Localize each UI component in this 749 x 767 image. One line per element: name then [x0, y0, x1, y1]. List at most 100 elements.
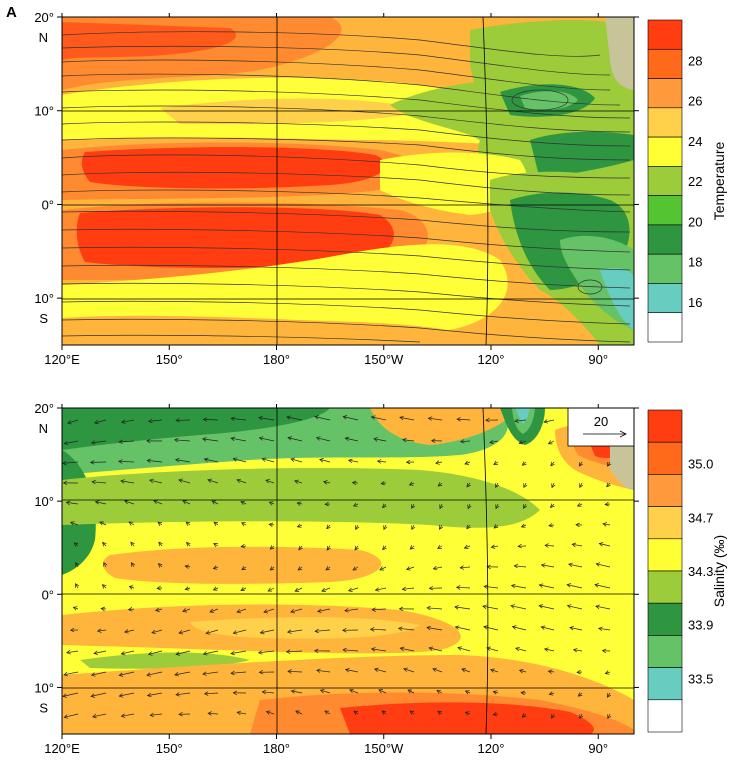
vector-arrow	[269, 545, 275, 550]
vector-arrowhead	[205, 630, 211, 635]
vector-arrow	[378, 689, 387, 694]
vector-arrowhead	[543, 419, 548, 424]
vector-arrow	[262, 691, 275, 694]
vector-arrowhead	[547, 669, 553, 674]
colorbar-swatch	[647, 224, 683, 255]
vector-arrow	[435, 461, 443, 464]
vector-arrow	[297, 524, 303, 528]
colorbar-swatch	[647, 166, 683, 196]
vector-arrow	[321, 587, 331, 592]
vector-arrow	[182, 608, 191, 612]
vector-arrow	[241, 545, 247, 547]
vector-arrow	[465, 711, 471, 715]
vector-arrow	[128, 521, 135, 526]
vector-arrowhead	[261, 457, 267, 462]
vector-arrowhead	[369, 627, 375, 632]
vector-arrow	[603, 523, 611, 526]
vector-arrow	[147, 460, 163, 463]
vector-arrowhead	[382, 545, 387, 551]
vector-arrowhead	[523, 483, 528, 489]
colorbar-swatch	[647, 602, 683, 636]
colorbar-tick-label: 18	[688, 255, 702, 270]
vector-arrowhead	[149, 478, 154, 484]
vector-arrowhead	[548, 523, 553, 528]
vector-arrow	[158, 563, 163, 568]
vector-arrowhead	[606, 693, 612, 698]
vector-arrowhead	[427, 416, 433, 421]
vector-arrowhead	[572, 648, 578, 653]
reference-vector-key: 20	[567, 407, 635, 447]
vector-arrowhead	[511, 625, 517, 630]
x-tick-label: 150°	[156, 741, 183, 756]
vector-arrow	[545, 544, 555, 547]
vector-arrow	[129, 586, 135, 589]
vector-arrow	[149, 479, 163, 484]
vector-arrow	[269, 566, 275, 571]
vector-arrow	[64, 440, 79, 444]
y-tick-label: 10°	[34, 494, 54, 509]
vector-arrowhead	[326, 524, 331, 530]
x-tick-label: 90°	[588, 741, 608, 756]
vector-arrowhead	[321, 587, 326, 592]
vector-arrowhead	[579, 714, 584, 720]
vector-arrowhead	[595, 562, 601, 567]
vector-arrow	[121, 419, 135, 423]
colorbar-swatch	[647, 506, 683, 540]
vector-arrowhead	[90, 672, 96, 677]
vector-arrowhead	[598, 542, 604, 547]
vector-arrowhead	[146, 692, 152, 698]
vector-arrowhead	[155, 607, 160, 612]
vector-arrowhead	[69, 627, 75, 633]
vector-arrow	[407, 689, 415, 694]
vector-arrowhead	[103, 561, 108, 567]
vector-arrowhead	[149, 712, 154, 718]
vector-arrowhead	[342, 647, 347, 653]
vector-arrow	[345, 669, 359, 673]
vector-arrow	[466, 482, 471, 488]
vector-arrowhead	[342, 627, 347, 633]
vector-arrow	[185, 587, 191, 590]
vector-arrow	[323, 481, 331, 484]
vector-arrowhead	[230, 436, 236, 442]
vector-arrowhead	[118, 459, 123, 464]
vector-arrowhead	[604, 670, 610, 675]
vector-arrowhead	[322, 480, 328, 485]
vector-arrow	[402, 439, 415, 442]
vector-arrowhead	[72, 606, 78, 611]
vector-arrow	[148, 650, 163, 655]
vector-arrow	[427, 607, 443, 610]
vector-arrow	[236, 479, 247, 484]
vector-arrowhead	[175, 692, 180, 697]
vector-arrowhead	[409, 710, 415, 715]
vector-arrowhead	[91, 479, 96, 485]
vector-arrowhead	[268, 522, 274, 527]
vector-arrow	[382, 503, 387, 508]
field-region	[80, 652, 250, 669]
vector-arrowhead	[263, 609, 268, 614]
vector-arrowhead	[464, 460, 470, 465]
y-tick-hemisphere: N	[39, 30, 48, 45]
vector-arrow	[512, 626, 527, 631]
vector-arrowhead	[65, 500, 71, 506]
vector-arrow	[92, 481, 107, 484]
vector-arrowhead	[383, 525, 388, 531]
velocity-vectors	[62, 415, 612, 720]
vector-arrow	[456, 586, 471, 589]
vector-arrow	[241, 522, 247, 526]
vector-arrow	[269, 501, 275, 505]
vector-arrowhead	[437, 710, 442, 715]
vector-arrowhead	[521, 713, 527, 718]
vector-arrowhead	[212, 565, 218, 570]
vector-arrowhead	[213, 521, 219, 526]
vector-arrowhead	[157, 521, 163, 526]
vector-arrowhead	[96, 628, 102, 633]
vector-arrow	[437, 545, 443, 549]
vector-arrowhead	[344, 436, 350, 442]
field-region	[103, 546, 382, 584]
vector-arrowhead	[485, 417, 490, 423]
vector-arrowhead	[295, 710, 300, 715]
vector-arrowhead	[269, 566, 275, 571]
vector-arrowhead	[258, 436, 264, 441]
vector-arrowhead	[349, 688, 354, 694]
vector-arrowhead	[352, 502, 358, 507]
